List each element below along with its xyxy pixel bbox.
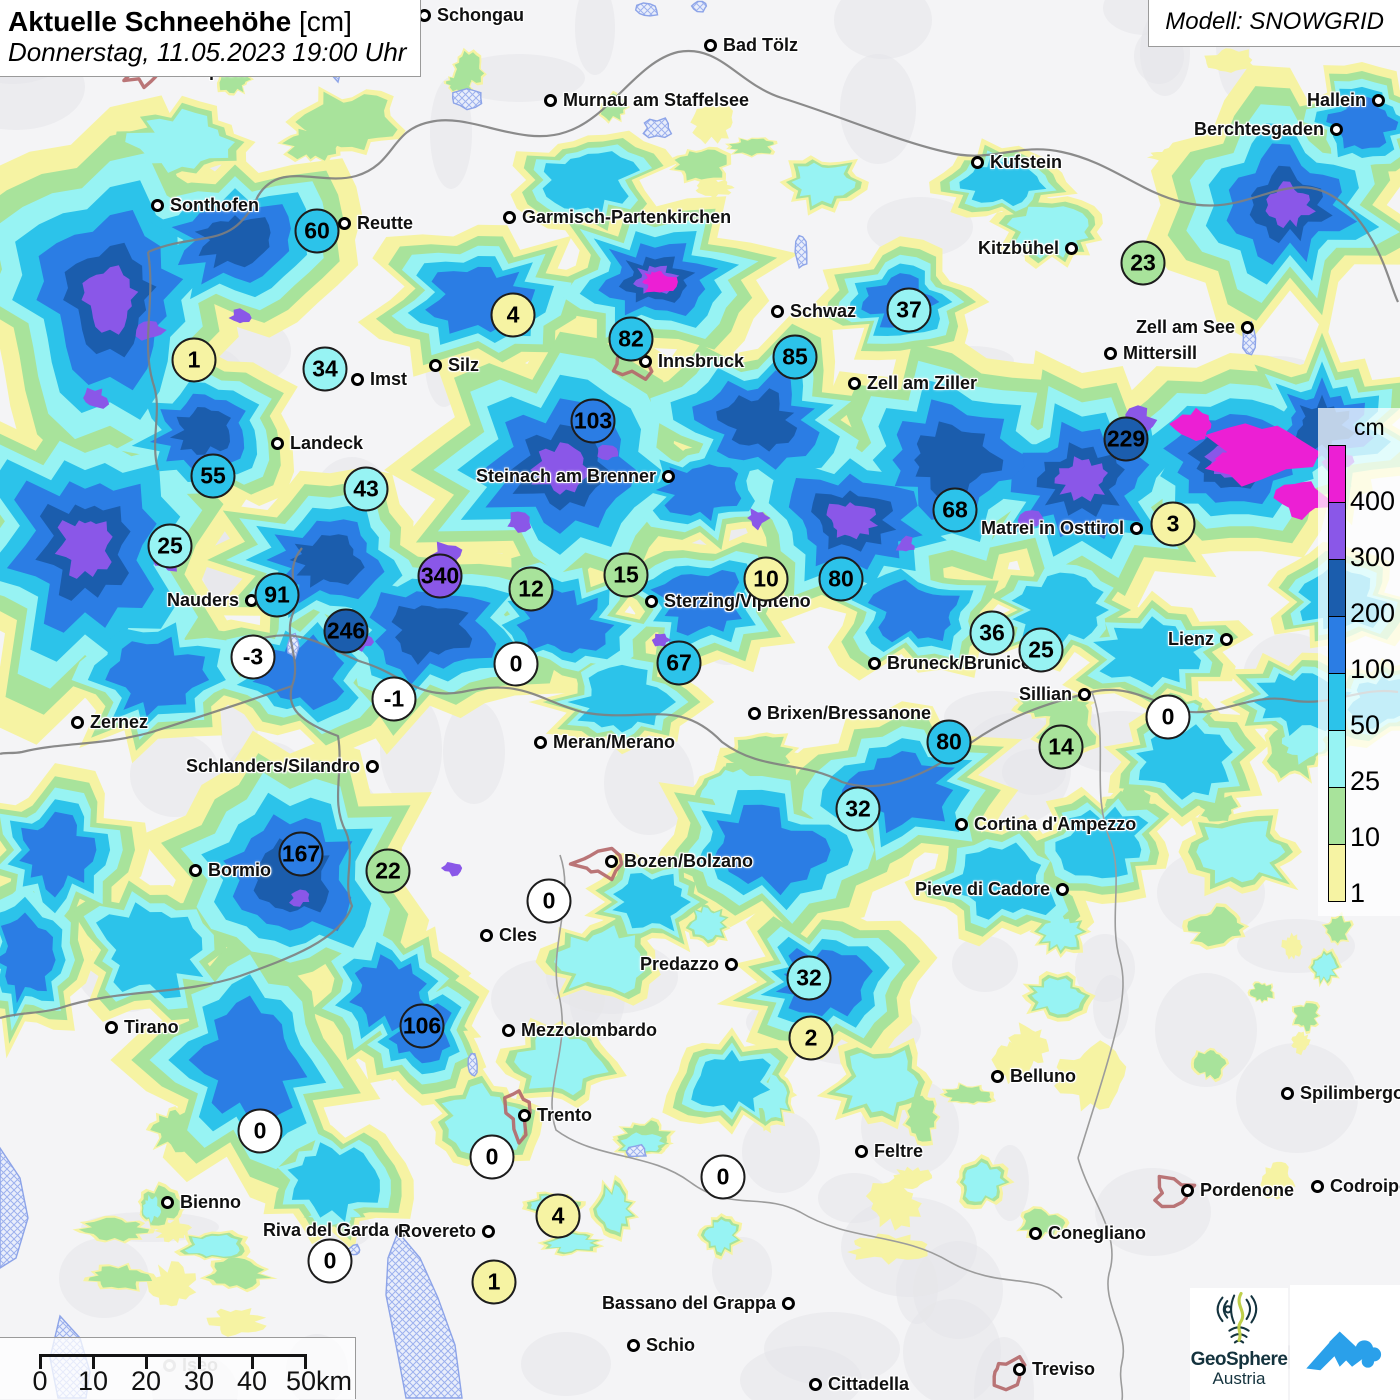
scalebar-tick (92, 1354, 95, 1369)
city-boundary-outline (568, 846, 624, 882)
legend-unit: cm (1354, 414, 1385, 440)
map-title: Aktuelle Schneehöhe (8, 6, 292, 37)
geosphere-contours-icon (1216, 1291, 1258, 1344)
legend-body: 400 300 200 100 50 25 10 1 (1328, 445, 1400, 907)
scalebar-tick-label: 50km (285, 1366, 353, 1396)
scalebar-tick (145, 1354, 148, 1369)
geosphere-country: Austria (1212, 1368, 1266, 1388)
scalebar-tick (39, 1354, 42, 1369)
scalebar-tick-label: 20 (130, 1366, 162, 1396)
title-box: Aktuelle Schneehöhe [cm] Donnerstag, 11.… (0, 0, 422, 78)
legend-tick-label: 50 (1350, 710, 1381, 740)
legend-color-swatch (1329, 845, 1345, 901)
legend-color-swatch (1329, 731, 1345, 788)
snow-depth-legend: cm 400 300 200 100 50 25 10 1 (1318, 408, 1400, 916)
scalebar-tick (304, 1354, 307, 1369)
model-box: Modell: SNOWGRID (1148, 0, 1400, 47)
scale-bar: 0 10 20 30 40 50km (0, 1337, 356, 1399)
legend-color-swatch (1329, 617, 1345, 674)
city-boundary-outline (503, 1089, 532, 1145)
legend-color-swatch (1329, 503, 1345, 560)
scalebar-tick (198, 1354, 201, 1369)
legend-color-bar (1328, 445, 1346, 902)
city-boundary-outline (992, 1355, 1027, 1392)
legend-tick-label: 10 (1350, 822, 1381, 852)
map-datetime: Donnerstag, 11.05.2023 19:00 Uhr (8, 37, 407, 68)
scalebar-tick-label: 40 (236, 1366, 268, 1396)
scalebar-tick (251, 1354, 254, 1369)
scalebar-tick-label: 0 (32, 1366, 48, 1396)
legend-color-swatch (1329, 446, 1345, 503)
geosphere-logo: GeoSphere Austria (1190, 1288, 1288, 1400)
scalebar-tick-label: 10 (77, 1366, 109, 1396)
legend-color-swatch (1329, 674, 1345, 731)
mountain-cloud-logo-icon (1306, 1331, 1382, 1370)
legend-color-swatch (1329, 788, 1345, 845)
legend-tick-label: 1 (1350, 878, 1366, 908)
legend-tick-label: 400 (1350, 486, 1396, 516)
legend-tick-label: 100 (1350, 654, 1396, 684)
map-title-unit: [cm] (298, 6, 352, 37)
legend-tick-label: 25 (1350, 766, 1381, 796)
map-title-line: Aktuelle Schneehöhe [cm] (8, 6, 406, 38)
legend-color-swatch (1329, 560, 1345, 617)
partner-logo-box (1290, 1285, 1400, 1400)
geosphere-org-name: GeoSphere (1190, 1349, 1288, 1370)
scalebar-tick-label: 30 (183, 1366, 215, 1396)
legend-tick-label: 200 (1350, 598, 1396, 628)
model-label: Modell: SNOWGRID (1165, 8, 1384, 35)
scalebar-line (40, 1354, 305, 1357)
legend-tick-label: 300 (1350, 542, 1396, 572)
